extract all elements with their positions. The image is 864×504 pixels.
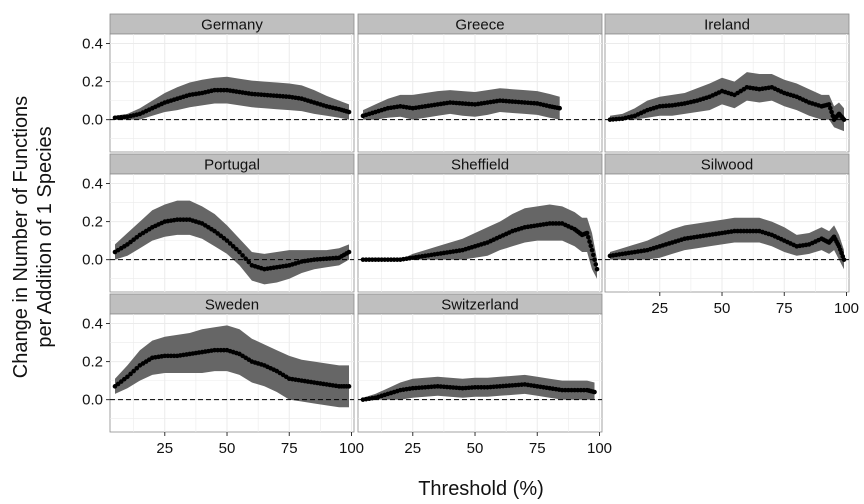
- points-sheffield: [360, 221, 600, 272]
- x-tick-label: 25: [651, 300, 668, 317]
- strip-label-portugal: Portugal: [204, 157, 260, 174]
- x-tick-label: 50: [219, 440, 236, 457]
- x-tick-label: 25: [156, 440, 173, 457]
- data-point: [134, 365, 140, 371]
- x-tick-label: 100: [834, 300, 859, 317]
- x-tick-label: 100: [587, 440, 612, 457]
- data-point: [586, 234, 591, 240]
- data-point: [243, 256, 248, 261]
- x-axis-title: Threshold (%): [418, 478, 544, 500]
- data-point: [826, 102, 832, 107]
- data-point: [128, 239, 133, 245]
- y-tick-label: 0.0: [82, 392, 103, 409]
- panel-silwood: Silwood 25 50 75 100: [604, 153, 859, 317]
- y-tick-label: 0.4: [82, 316, 103, 333]
- data-point: [234, 246, 239, 252]
- panel-greece: Greece: [357, 13, 603, 153]
- strip-label-germany: Germany: [201, 17, 263, 34]
- points-germany: [112, 87, 352, 121]
- y-tick-label: 0.4: [82, 36, 103, 53]
- x-tick-label: 75: [281, 440, 298, 457]
- data-point: [122, 376, 127, 382]
- data-point: [346, 384, 352, 389]
- strip-label-silwood: Silwood: [701, 157, 754, 174]
- y-tick-label: 0.2: [82, 214, 103, 231]
- x-tick-label: 25: [404, 440, 421, 457]
- data-point: [131, 237, 136, 242]
- y-axis-title-line-1: Change in Number of Functions: [10, 96, 32, 378]
- data-point: [557, 105, 562, 111]
- data-point: [212, 228, 217, 234]
- data-point: [227, 241, 233, 246]
- panel-germany: Germany 0.0 0.2 0.4: [82, 13, 355, 153]
- panel-sweden: Sweden 0.0 0.2 0.4 25 50 75 100: [82, 293, 364, 457]
- panel-sheffield: Sheffield: [357, 153, 603, 293]
- panel-ireland: Ireland: [604, 13, 850, 153]
- y-tick-label: 0.2: [82, 354, 103, 371]
- data-point: [224, 238, 230, 243]
- data-point: [115, 381, 121, 387]
- y-tick-label: 0.4: [82, 176, 103, 193]
- x-tick-label: 100: [339, 440, 364, 457]
- plot-area-switzerland: [357, 313, 603, 433]
- data-point: [218, 233, 224, 239]
- x-tick-label: 75: [529, 440, 546, 457]
- points-greece: [360, 98, 562, 119]
- data-point: [588, 243, 594, 249]
- panel-portugal: Portugal 0.0 0.2 0.4: [82, 153, 355, 293]
- data-point: [841, 117, 847, 122]
- data-point: [125, 374, 130, 380]
- data-point: [134, 234, 140, 240]
- data-point: [592, 389, 597, 395]
- confidence-ribbon-germany: [115, 76, 349, 120]
- data-point: [587, 239, 592, 244]
- data-point: [594, 266, 600, 272]
- data-point: [230, 244, 236, 249]
- data-point: [221, 235, 227, 241]
- strip-label-sheffield: Sheffield: [451, 157, 509, 174]
- strip-label-sweden: Sweden: [205, 297, 259, 314]
- strip-label-ireland: Ireland: [704, 17, 750, 34]
- y-tick-label: 0.2: [82, 74, 103, 91]
- confidence-ribbon-sweden: [115, 325, 349, 408]
- data-point: [128, 371, 133, 377]
- y-tick-label: 0.0: [82, 252, 103, 269]
- points-portugal: [112, 217, 352, 272]
- data-point: [592, 257, 597, 262]
- data-point: [246, 259, 252, 265]
- data-point: [131, 368, 136, 374]
- data-point: [590, 252, 596, 258]
- confidence-ribbon-silwood: [610, 217, 844, 270]
- strip-label-greece: Greece: [455, 17, 504, 34]
- confidence-ribbon-ireland: [610, 72, 844, 132]
- data-point: [240, 253, 245, 258]
- data-point: [112, 384, 118, 389]
- data-point: [125, 242, 130, 247]
- x-tick-label: 75: [776, 300, 793, 317]
- panels: Germany 0.0 0.2 0.4 Greece Ireland Portugal 0.0…: [82, 13, 859, 457]
- data-point: [589, 247, 595, 253]
- strip-label-switzerland: Switzerland: [441, 297, 519, 314]
- data-point: [237, 249, 242, 255]
- data-point: [215, 231, 220, 236]
- y-axis-title-line-2: per Addition of 1 Species: [34, 126, 56, 347]
- points-silwood: [607, 228, 847, 262]
- panel-switzerland: Switzerland 25 50 75 100: [357, 293, 612, 457]
- data-point: [593, 262, 599, 267]
- points-switzerland: [360, 382, 597, 402]
- x-tick-label: 50: [714, 300, 731, 317]
- data-point: [346, 109, 352, 115]
- points-ireland: [607, 84, 847, 122]
- confidence-ribbon-sheffield: [363, 204, 597, 279]
- data-point: [118, 379, 124, 384]
- x-tick-label: 50: [467, 440, 484, 457]
- points-sweden: [112, 347, 352, 389]
- data-point: [841, 257, 847, 262]
- data-point: [346, 249, 352, 255]
- y-tick-label: 0.0: [82, 112, 103, 129]
- data-point: [584, 230, 590, 236]
- data-point: [829, 109, 834, 115]
- data-point: [828, 105, 833, 111]
